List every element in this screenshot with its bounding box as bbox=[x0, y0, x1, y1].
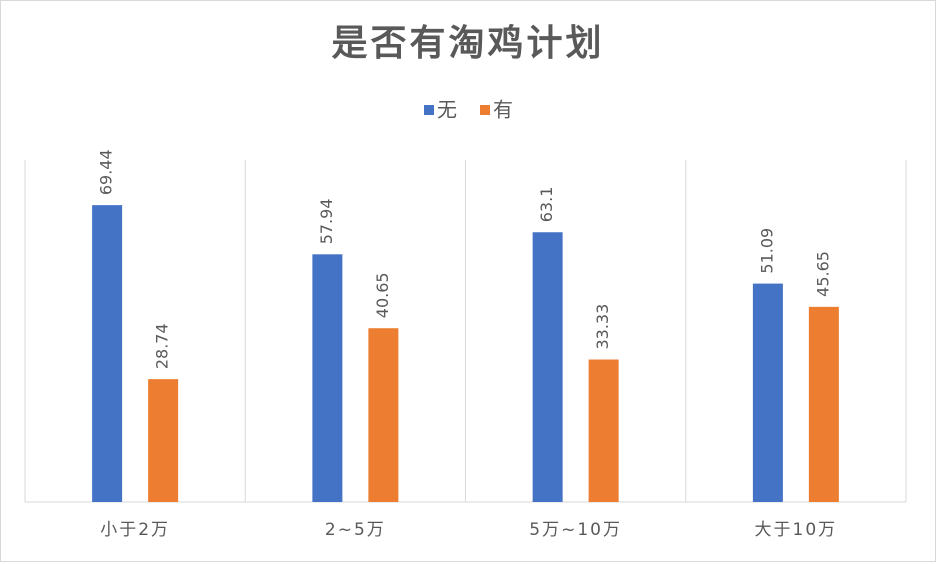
data-label: 63.1 bbox=[537, 187, 556, 223]
legend-label: 有 bbox=[493, 98, 513, 122]
data-label: 28.74 bbox=[153, 323, 172, 369]
legend-swatch bbox=[424, 105, 434, 115]
data-label: 69.44 bbox=[97, 149, 116, 195]
x-tick-label: 5万~10万 bbox=[529, 520, 622, 540]
x-tick-label: 小于2万 bbox=[100, 520, 170, 540]
data-label: 40.65 bbox=[373, 272, 392, 318]
bar bbox=[588, 359, 619, 502]
bar bbox=[752, 283, 783, 502]
bar bbox=[312, 254, 343, 502]
x-tick-label: 大于10万 bbox=[755, 520, 838, 540]
legend-swatch bbox=[480, 105, 490, 115]
data-label: 45.65 bbox=[813, 251, 832, 297]
bar bbox=[92, 205, 123, 503]
data-label: 33.33 bbox=[593, 304, 612, 350]
bar bbox=[368, 328, 399, 502]
x-tick-label: 2~5万 bbox=[325, 520, 386, 540]
legend-label: 无 bbox=[437, 98, 457, 122]
data-label: 57.94 bbox=[317, 198, 336, 244]
bar bbox=[532, 232, 563, 502]
chart-title: 是否有淘鸡计划 bbox=[331, 23, 604, 64]
bar bbox=[808, 306, 839, 502]
bar bbox=[148, 379, 179, 502]
data-label: 51.09 bbox=[757, 228, 776, 274]
